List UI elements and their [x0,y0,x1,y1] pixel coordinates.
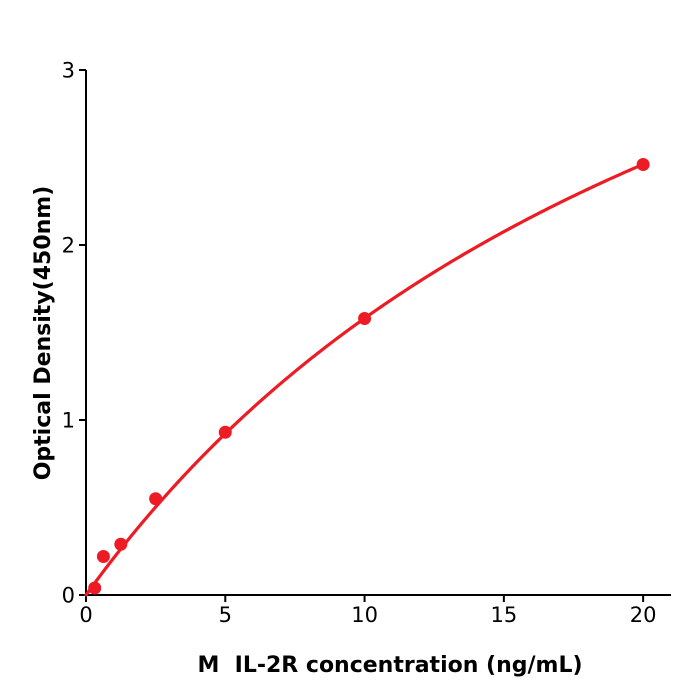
data-point [358,312,372,325]
y-axis-title: Optical Density(450nm) [31,185,56,481]
y-tick-label: 1 [62,409,75,433]
fit-curve [84,162,645,597]
x-tick-label: 5 [219,603,232,627]
x-tick-label: 0 [79,603,92,627]
x-tick-label: 20 [630,603,657,627]
x-tick-label: 10 [351,603,378,627]
data-point [218,425,232,439]
data-point [88,581,102,595]
data-point [149,492,163,506]
y-tick-label: 2 [62,234,75,258]
x-tick-label: 15 [490,603,517,627]
data-point [114,537,128,551]
data-point [96,550,110,563]
y-tick-label: 3 [62,59,75,83]
y-tick-label: 0 [62,584,75,608]
x-axis-title: M IL-2R concentration (ng/mL) [197,653,583,678]
data-point [636,158,650,171]
